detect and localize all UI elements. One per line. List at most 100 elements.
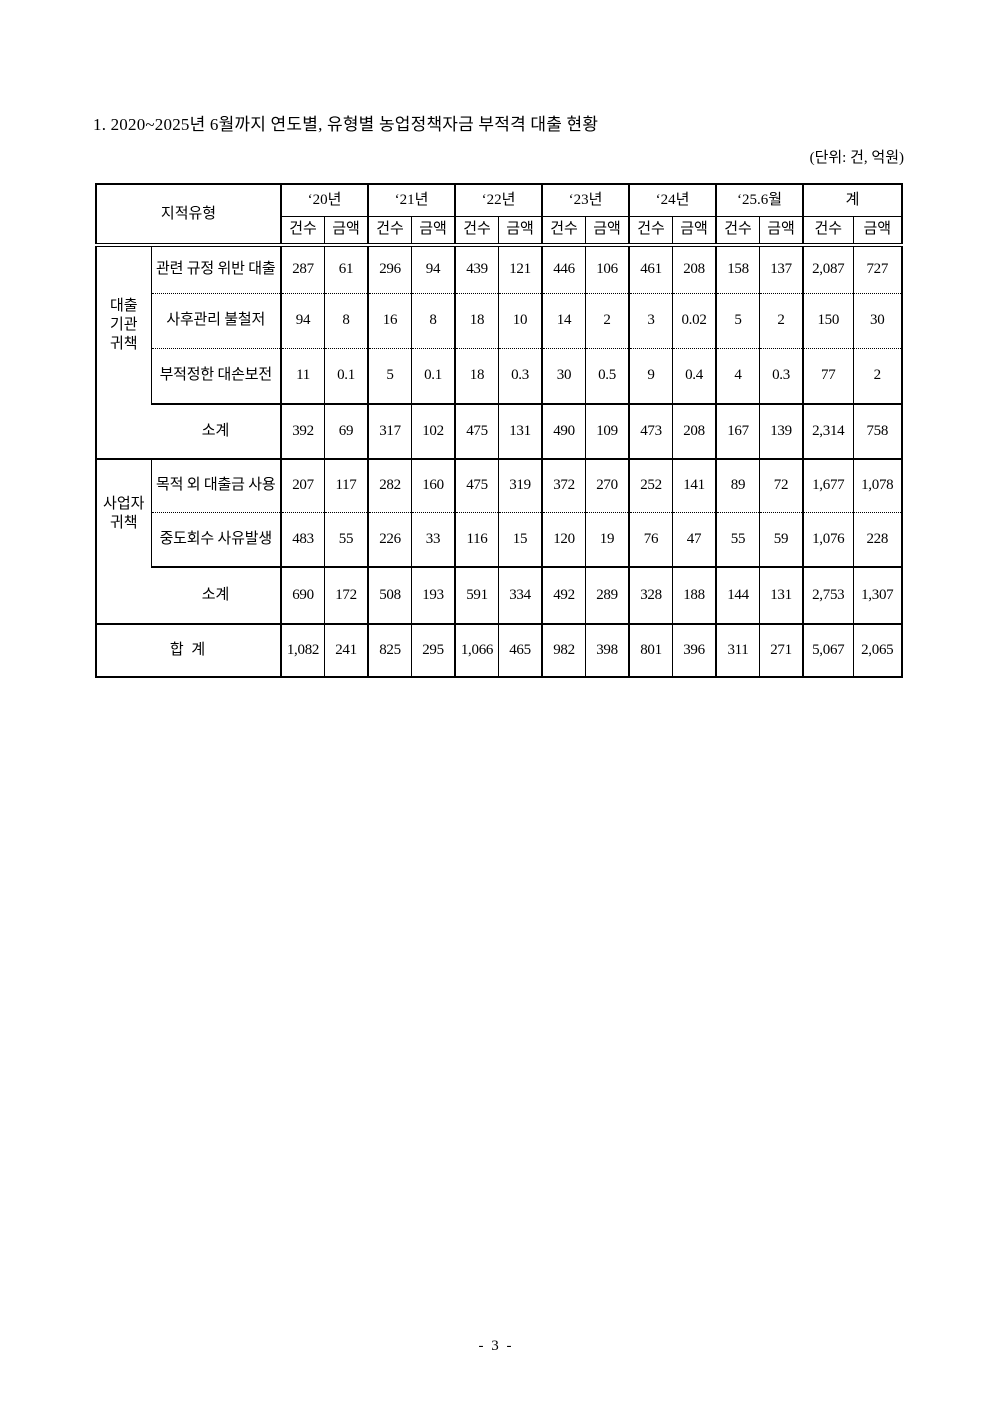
data-cell: 18 <box>454 292 499 348</box>
data-cell: 8 <box>411 292 455 348</box>
data-cell: 141 <box>672 458 716 512</box>
col-header-count: 건수 <box>628 215 673 247</box>
year-header-21: ‘21년 <box>367 184 455 216</box>
data-cell: 825 <box>367 623 412 677</box>
data-cell: 591 <box>454 566 499 624</box>
data-cell: 226 <box>367 511 412 567</box>
data-cell: 2 <box>585 292 629 348</box>
data-cell: 5 <box>367 347 412 404</box>
data-cell: 328 <box>628 566 673 624</box>
data-cell: 392 <box>280 403 325 459</box>
data-cell: 446 <box>541 245 586 293</box>
header-row-measures: 건수 금액 건수 금액 건수 금액 건수 금액 건수 금액 건수 금액 건수 금… <box>96 215 902 247</box>
data-cell: 334 <box>498 566 542 624</box>
data-cell: 5,067 <box>802 623 853 677</box>
data-cell: 207 <box>280 458 325 512</box>
data-cell: 30 <box>852 292 902 348</box>
data-cell: 117 <box>324 458 368 512</box>
data-cell: 19 <box>585 511 629 567</box>
col-header-amount: 금액 <box>852 215 902 247</box>
year-header-24: ‘24년 <box>628 184 716 216</box>
data-cell: 9 <box>628 347 673 404</box>
data-cell: 137 <box>759 245 803 293</box>
data-cell: 508 <box>367 566 412 624</box>
data-cell: 160 <box>411 458 455 512</box>
data-cell: 372 <box>541 458 586 512</box>
table-row: 부적정한 대손보전 11 0.1 5 0.1 18 0.3 30 0.5 9 0… <box>96 347 902 404</box>
group-label-borrower: 사업자 귀책 <box>95 458 151 567</box>
table-row: 사후관리 불철저 94 8 16 8 18 10 14 2 3 0.02 5 2… <box>96 292 902 348</box>
data-cell: 287 <box>280 245 325 293</box>
unit-note: (단위: 건, 억원) <box>809 150 904 166</box>
data-cell: 193 <box>411 566 455 624</box>
data-cell: 4 <box>715 347 760 404</box>
data-cell: 490 <box>541 403 586 459</box>
row-label: 부적정한 대손보전 <box>150 347 281 404</box>
data-cell: 2 <box>852 347 902 404</box>
data-cell: 144 <box>715 566 760 624</box>
data-cell: 0.4 <box>672 347 716 404</box>
row-label: 목적 외 대출금 사용 <box>150 458 281 512</box>
col-header-count: 건수 <box>367 215 412 247</box>
col-header-amount: 금액 <box>585 215 629 247</box>
data-cell: 11 <box>280 347 325 404</box>
subtotal-label: 소계 <box>150 403 281 459</box>
data-cell: 0.1 <box>411 347 455 404</box>
data-cell: 94 <box>280 292 325 348</box>
year-header-total: 계 <box>802 184 902 216</box>
data-cell: 439 <box>454 245 499 293</box>
data-cell: 77 <box>802 347 853 404</box>
row-label: 중도회수 사유발생 <box>150 511 281 567</box>
data-cell: 47 <box>672 511 716 567</box>
col-header-amount: 금액 <box>411 215 455 247</box>
group-label-spacer <box>95 404 151 459</box>
row-label: 사후관리 불철저 <box>150 292 281 348</box>
data-cell: 241 <box>324 623 368 677</box>
data-cell: 396 <box>672 623 716 677</box>
year-header-20: ‘20년 <box>280 184 368 216</box>
data-cell: 3 <box>628 292 673 348</box>
data-cell: 10 <box>498 292 542 348</box>
data-cell: 30 <box>541 347 586 404</box>
data-cell: 208 <box>672 245 716 293</box>
data-cell: 102 <box>411 403 455 459</box>
data-cell: 15 <box>498 511 542 567</box>
table-row: 중도회수 사유발생 483 55 226 33 116 15 120 19 76… <box>96 511 902 567</box>
col-header-count: 건수 <box>802 215 853 247</box>
data-cell: 2,087 <box>802 245 853 293</box>
data-cell: 727 <box>852 245 902 293</box>
data-cell: 982 <box>541 623 586 677</box>
year-header-23: ‘23년 <box>541 184 629 216</box>
data-cell: 228 <box>852 511 902 567</box>
data-cell: 252 <box>628 458 673 512</box>
data-cell: 1,076 <box>802 511 853 567</box>
data-cell: 121 <box>498 245 542 293</box>
data-cell: 473 <box>628 403 673 459</box>
loan-status-table: 지적유형 ‘20년 ‘21년 ‘22년 ‘23년 ‘24년 ‘25.6월 계 건… <box>95 183 903 678</box>
data-cell: 14 <box>541 292 586 348</box>
data-cell: 131 <box>759 566 803 624</box>
data-cell: 18 <box>454 347 499 404</box>
data-cell: 167 <box>715 403 760 459</box>
data-cell: 59 <box>759 511 803 567</box>
data-cell: 0.3 <box>498 347 542 404</box>
data-cell: 69 <box>324 403 368 459</box>
group-label-lender: 대출 기관 귀책 <box>95 245 151 404</box>
data-cell: 2 <box>759 292 803 348</box>
data-cell: 1,066 <box>454 623 499 677</box>
data-cell: 150 <box>802 292 853 348</box>
group-label-spacer <box>95 567 151 624</box>
col-header-amount: 금액 <box>324 215 368 247</box>
data-cell: 109 <box>585 403 629 459</box>
col-header-count: 건수 <box>715 215 760 247</box>
data-cell: 271 <box>759 623 803 677</box>
data-cell: 2,314 <box>802 403 853 459</box>
table-row: 대출 기관 귀책 관련 규정 위반 대출 287 61 296 94 439 1… <box>95 245 902 404</box>
header-row-years: 지적유형 ‘20년 ‘21년 ‘22년 ‘23년 ‘24년 ‘25.6월 계 <box>95 184 902 247</box>
data-cell: 76 <box>628 511 673 567</box>
data-cell: 1,677 <box>802 458 853 512</box>
data-cell: 758 <box>852 403 902 459</box>
data-cell: 289 <box>585 566 629 624</box>
data-cell: 172 <box>324 566 368 624</box>
